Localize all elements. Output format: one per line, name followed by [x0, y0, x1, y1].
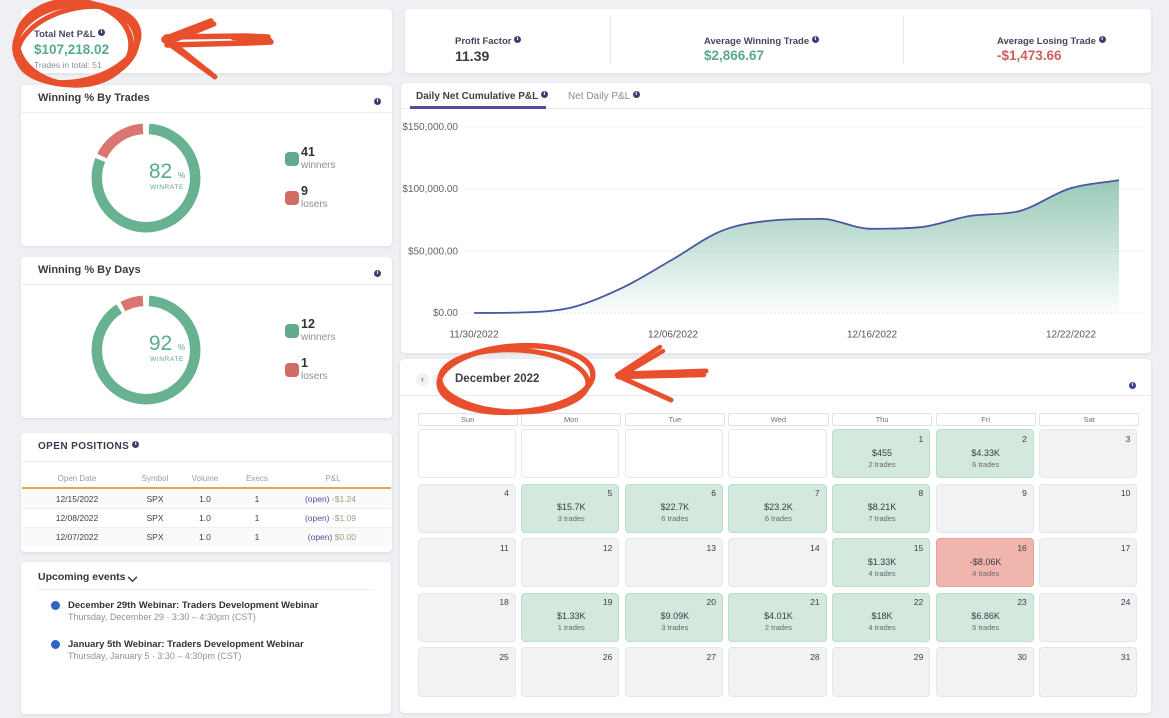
svg-text:$50,000.00: $50,000.00 [408, 247, 458, 258]
svg-text:$0.00: $0.00 [433, 308, 458, 319]
svg-text:$100,000.00: $100,000.00 [402, 184, 458, 195]
svg-text:11/30/2022: 11/30/2022 [449, 330, 499, 341]
svg-text:12/22/2022: 12/22/2022 [1046, 330, 1096, 341]
svg-text:$150,000.00: $150,000.00 [402, 122, 458, 133]
svg-text:12/06/2022: 12/06/2022 [648, 330, 698, 341]
svg-text:12/16/2022: 12/16/2022 [847, 330, 897, 341]
